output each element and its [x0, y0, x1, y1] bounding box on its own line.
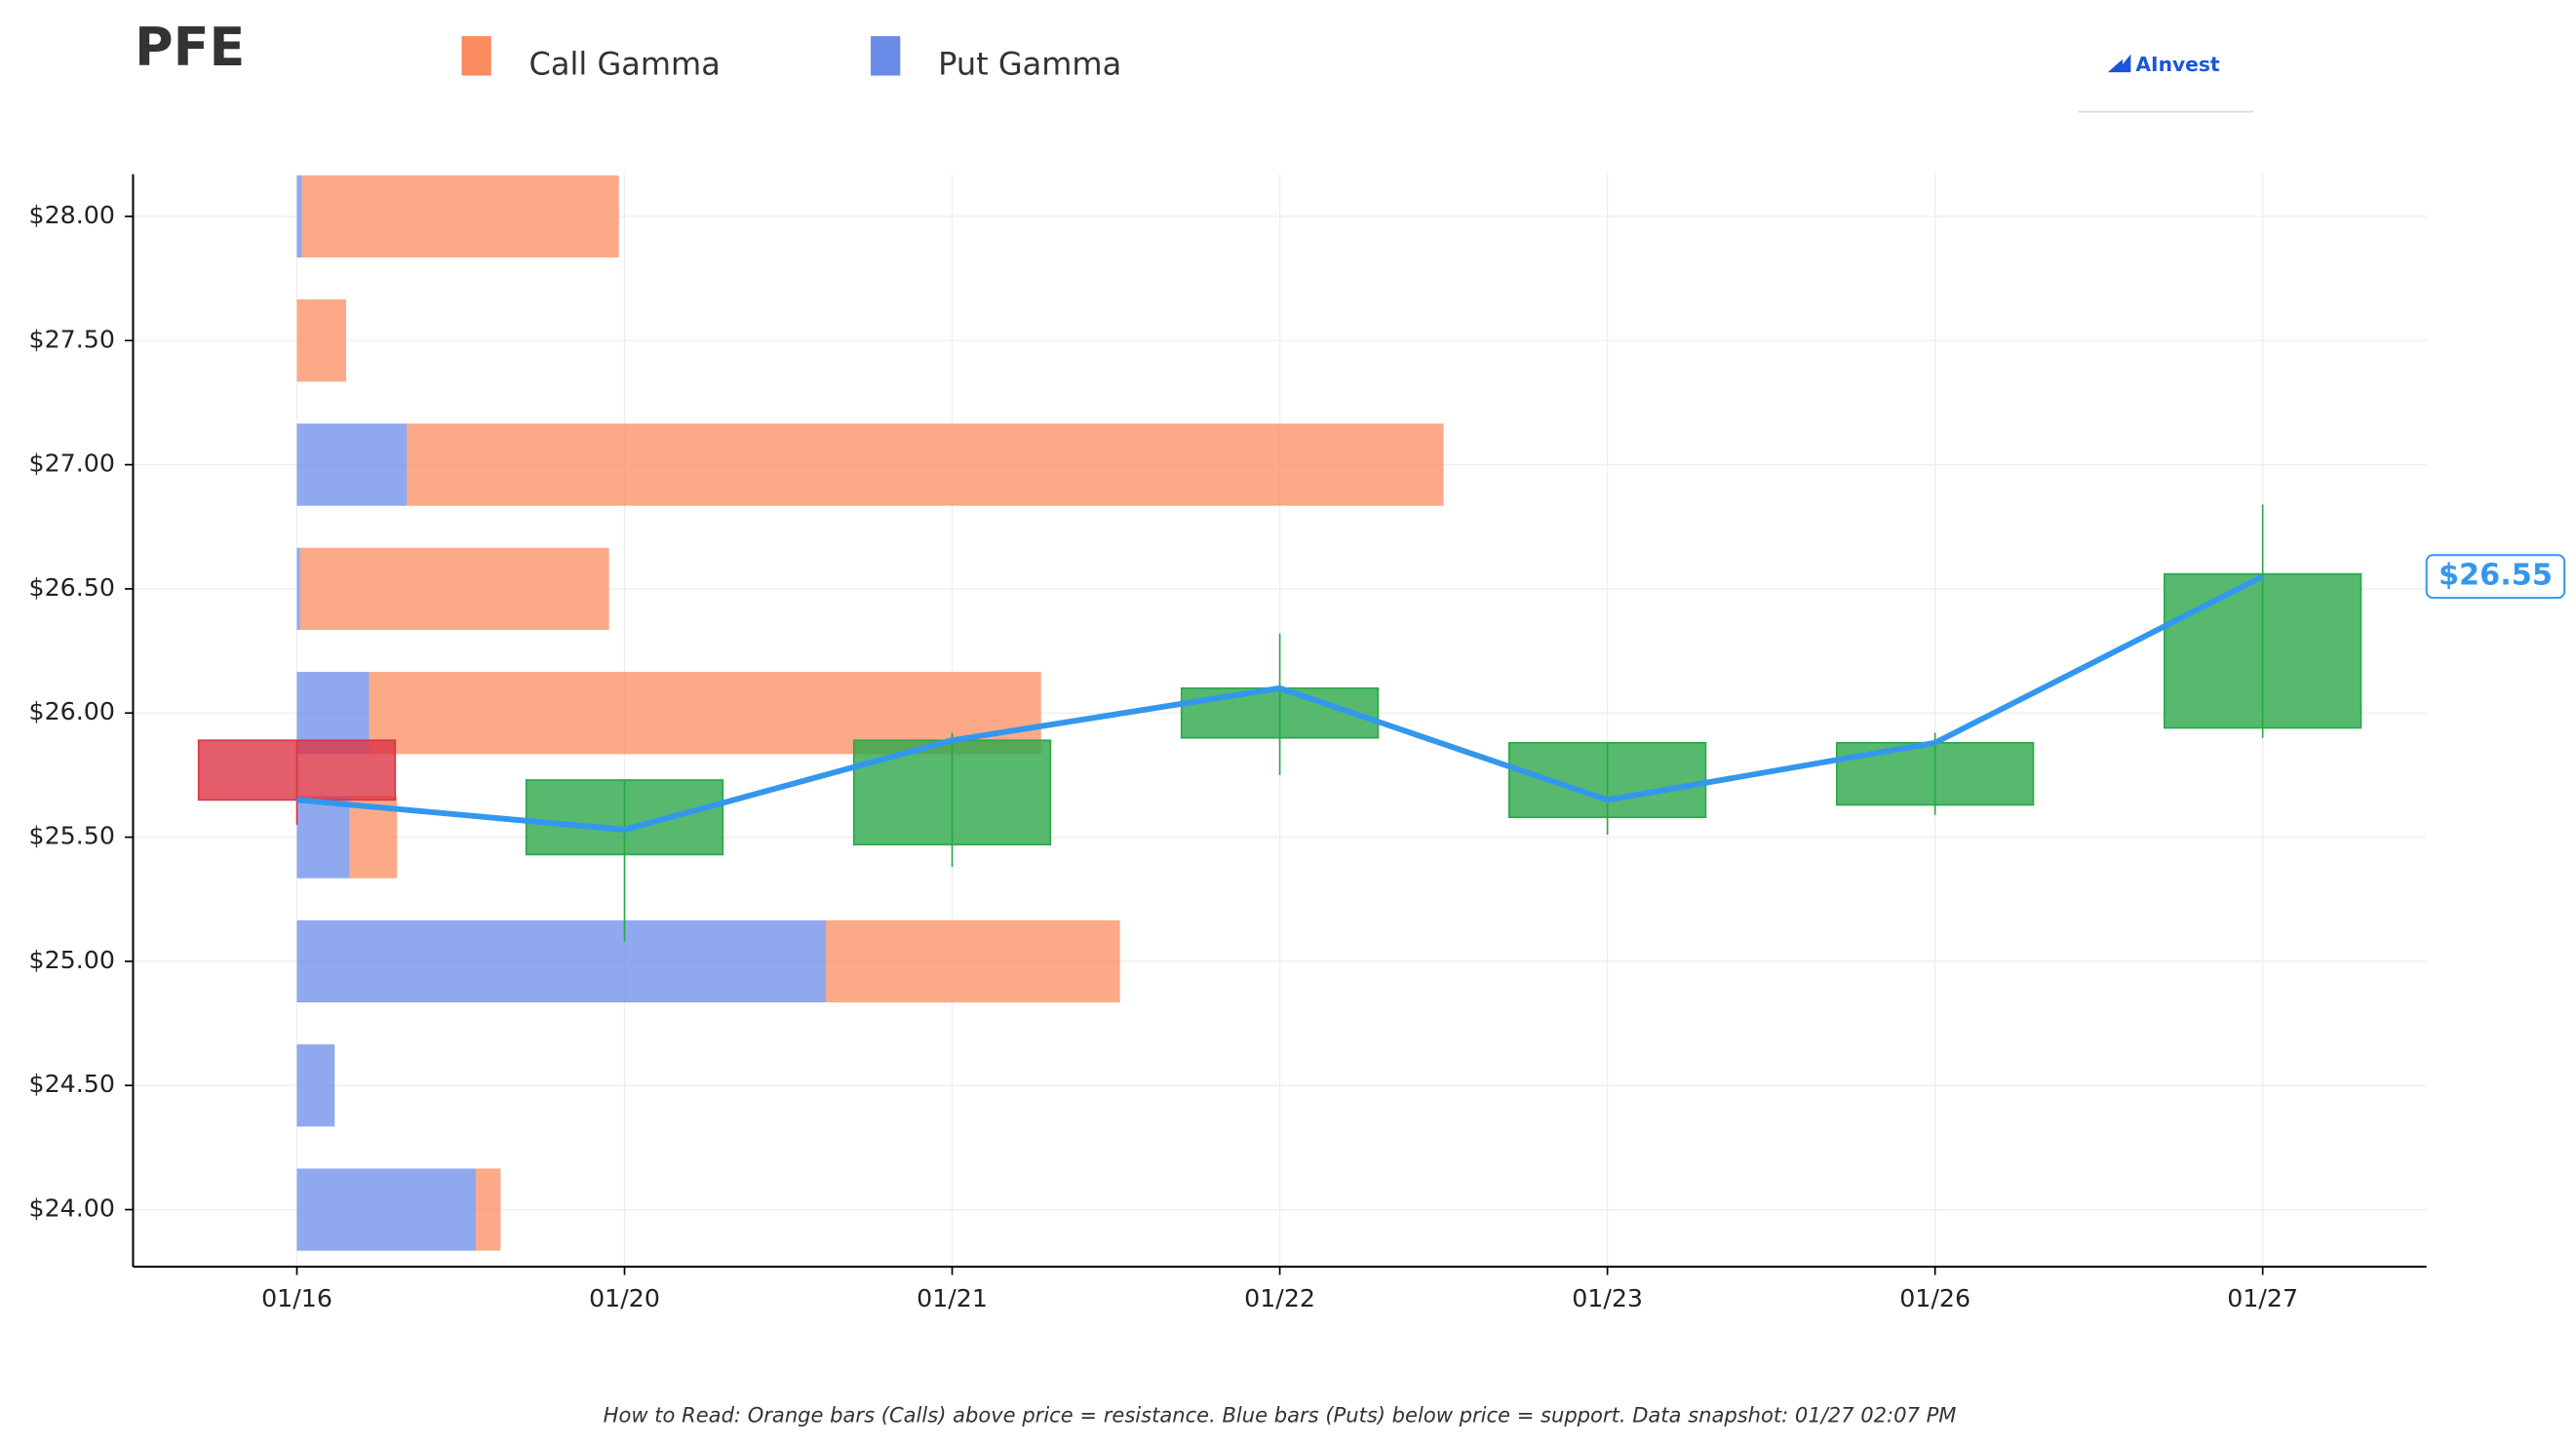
put-gamma-bar [296, 423, 408, 506]
put-gamma-bar [296, 1044, 335, 1127]
y-tick-label: $26.00 [29, 697, 115, 725]
x-tick-label: 01/16 [261, 1284, 332, 1312]
candle-body [525, 779, 724, 856]
logo-icon [2107, 54, 2131, 73]
candle-body [197, 739, 397, 802]
candle-body [2164, 572, 2362, 729]
footnote: How to Read: Orange bars (Calls) above p… [604, 1402, 1957, 1427]
y-tick-label: $27.00 [29, 450, 115, 478]
legend-swatch [461, 36, 491, 76]
put-gamma-bar [296, 919, 827, 1003]
x-tick-label: 01/27 [2227, 1284, 2298, 1312]
legend-swatch [871, 36, 901, 76]
y-tick-label: $25.00 [29, 946, 115, 974]
put-gamma-bar [296, 1168, 477, 1251]
call-gamma-bar [476, 1168, 501, 1251]
y-tick-label: $24.50 [29, 1070, 115, 1098]
y-tick-label: $25.50 [29, 822, 115, 850]
candle-body [852, 739, 1052, 846]
call-gamma-bar [299, 547, 609, 631]
price-label-box [2425, 554, 2566, 600]
y-tick-label: $28.00 [29, 201, 115, 229]
y-tick-label: $26.50 [29, 573, 115, 602]
x-tick-label: 01/26 [1899, 1284, 1971, 1312]
x-tick-label: 01/21 [917, 1284, 988, 1312]
chart-title: PFE [135, 17, 245, 78]
put-gamma-bar [296, 796, 350, 879]
price-line [296, 573, 2264, 833]
candle-body [1507, 741, 1707, 819]
call-gamma-bar [296, 299, 347, 382]
call-gamma-bar [826, 919, 1120, 1003]
call-gamma-bar [407, 423, 1444, 506]
logo: AInvest [2135, 53, 2219, 76]
y-tick-label: $27.50 [29, 325, 115, 353]
y-tick-label: $24.00 [29, 1194, 115, 1223]
put-gamma-bar [296, 175, 302, 258]
x-tick-label: 01/20 [589, 1284, 660, 1312]
price-label: $26.55 [2439, 559, 2553, 593]
put-gamma-bar [296, 547, 300, 631]
legend-label: Put Gamma [938, 45, 1121, 82]
x-tick-label: 01/22 [1244, 1284, 1315, 1312]
legend-label: Call Gamma [529, 45, 721, 82]
call-gamma-bar [301, 175, 619, 258]
x-tick-label: 01/23 [1572, 1284, 1643, 1312]
